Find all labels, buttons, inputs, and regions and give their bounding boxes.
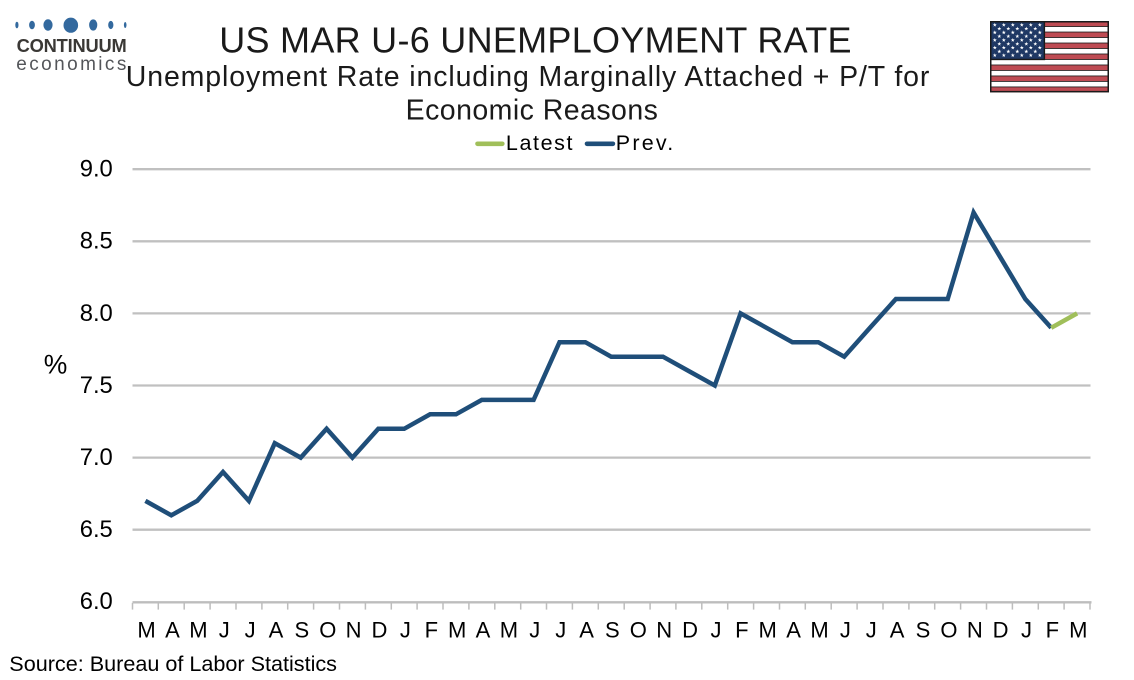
svg-text:N: N <box>656 618 672 643</box>
svg-text:A: A <box>579 618 594 643</box>
svg-text:O: O <box>319 618 336 643</box>
svg-text:US MAR U-6 UNEMPLOYMENT RATE: US MAR U-6 UNEMPLOYMENT RATE <box>219 20 852 61</box>
svg-text:%: % <box>44 350 68 380</box>
svg-text:J: J <box>840 618 851 643</box>
svg-text:J: J <box>245 618 256 643</box>
svg-text:8.5: 8.5 <box>80 228 113 255</box>
svg-text:6.0: 6.0 <box>80 588 113 615</box>
svg-text:Source: Bureau of Labor Statis: Source: Bureau of Labor Statistics <box>9 651 337 676</box>
svg-text:S: S <box>605 618 620 643</box>
svg-text:A: A <box>165 618 180 643</box>
svg-text:A: A <box>269 618 284 643</box>
svg-text:Latest: Latest <box>506 131 574 155</box>
svg-text:M: M <box>189 618 207 643</box>
svg-text:economics: economics <box>16 54 128 75</box>
svg-text:M: M <box>137 618 155 643</box>
svg-text:S: S <box>916 618 931 643</box>
svg-text:Economic Reasons: Economic Reasons <box>406 94 659 126</box>
svg-text:J: J <box>711 618 722 643</box>
svg-text:M: M <box>500 618 518 643</box>
svg-text:J: J <box>219 618 230 643</box>
svg-text:M: M <box>448 618 466 643</box>
svg-text:S: S <box>295 618 310 643</box>
svg-text:Unemployment Rate including Ma: Unemployment Rate including Marginally A… <box>126 61 930 93</box>
svg-text:8.0: 8.0 <box>80 300 113 327</box>
svg-text:M: M <box>759 618 777 643</box>
svg-text:J: J <box>866 618 877 643</box>
svg-text:J: J <box>555 618 566 643</box>
svg-text:F: F <box>735 618 748 643</box>
svg-text:A: A <box>786 618 801 643</box>
svg-text:J: J <box>529 618 540 643</box>
svg-text:D: D <box>372 618 388 643</box>
svg-text:M: M <box>810 618 828 643</box>
svg-text:CONTINUUM: CONTINUUM <box>17 35 127 56</box>
svg-text:9.0: 9.0 <box>80 156 113 183</box>
svg-text:D: D <box>682 618 698 643</box>
svg-text:N: N <box>346 618 362 643</box>
svg-text:7.5: 7.5 <box>80 372 113 399</box>
svg-text:J: J <box>400 618 411 643</box>
svg-text:6.5: 6.5 <box>80 516 113 543</box>
svg-text:D: D <box>993 618 1009 643</box>
svg-text:M: M <box>1069 618 1087 643</box>
svg-text:O: O <box>940 618 957 643</box>
svg-text:F: F <box>425 618 438 643</box>
svg-text:Prev.: Prev. <box>616 131 676 155</box>
svg-text:A: A <box>476 618 491 643</box>
svg-text:J: J <box>1021 618 1032 643</box>
svg-text:A: A <box>890 618 905 643</box>
svg-text:O: O <box>630 618 647 643</box>
svg-text:F: F <box>1046 618 1059 643</box>
svg-text:7.0: 7.0 <box>80 444 113 471</box>
svg-text:N: N <box>967 618 983 643</box>
